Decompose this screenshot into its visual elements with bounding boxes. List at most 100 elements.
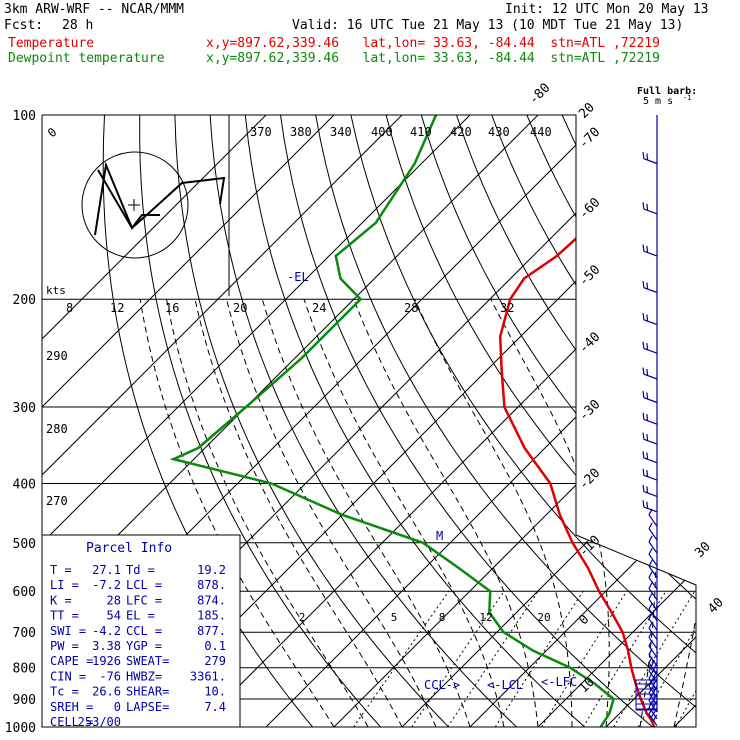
wind-barb <box>648 648 658 667</box>
hodograph-trace <box>97 169 226 230</box>
dry-adiabat <box>526 115 696 727</box>
dry-adiabat <box>315 115 696 727</box>
parcel-info-cell: 7.4 <box>204 700 226 714</box>
dewpoint-legend: Dewpoint temperature <box>8 51 165 66</box>
parcel-info-cell: 3.38 <box>92 639 121 653</box>
isotherm <box>42 115 403 727</box>
dry-adiabat <box>703 115 740 727</box>
parcel-info-cell: 877. <box>197 624 226 638</box>
parcel-info-cell: SWI = <box>50 624 86 638</box>
parcel-info-cell: LAPSE= <box>126 700 169 714</box>
moist-adiabat <box>585 298 657 727</box>
parcel-info-cell: 54 <box>107 609 121 623</box>
pressure-tick-label: 100 <box>13 109 36 124</box>
hodo-speed-label: 12 <box>110 301 124 315</box>
barb-legend: Full barb: 5 m s -1 <box>637 86 697 107</box>
m-marker: M <box>436 529 443 543</box>
parcel-info-cell: LI = <box>50 578 79 592</box>
dry-adiabat <box>420 115 696 727</box>
hodo-speed-label: 28 <box>404 301 418 315</box>
isotherm <box>42 115 335 727</box>
isotherm <box>42 115 471 727</box>
dewpoint-location: x,y=897.62,339.46 lat,lon= 33.63, -84.44… <box>206 51 660 66</box>
theta-e-label: 410 <box>410 125 432 139</box>
temperature-legend: Temperature <box>8 36 95 51</box>
hodo-speed-label: 32 <box>500 301 514 315</box>
hodo-speed-label: 20 <box>233 301 247 315</box>
dry-adiabat <box>667 115 696 727</box>
temperature-location: x,y=897.62,339.46 lat,lon= 33.63, -84.44… <box>206 36 660 51</box>
pressure-tick-label: 300 <box>13 401 36 416</box>
moist-adiabat <box>139 299 335 727</box>
wind-barb <box>648 602 658 621</box>
wind-barb <box>648 559 658 578</box>
pressure-tick-label: 700 <box>13 626 36 641</box>
parcel-info-cell: T = <box>50 563 72 577</box>
valid-time: Valid: 16 UTC Tue 21 May 13 (10 MDT Tue … <box>292 18 684 33</box>
wind-barb <box>642 451 658 464</box>
wind-barb <box>642 412 658 425</box>
pressure-tick-label: 500 <box>13 537 36 552</box>
isotherm <box>469 115 696 727</box>
mixing-ratio-label: 2 <box>299 611 306 624</box>
barb-legend-unit-exp: -1 <box>683 94 691 102</box>
hodograph-ring <box>81 151 189 259</box>
isotherm-label: 40 <box>705 595 727 617</box>
theta-label: 280 <box>46 422 68 436</box>
wind-barb <box>642 280 658 294</box>
lcl-marker: <-LCL <box>487 678 523 692</box>
isotherm <box>605 115 696 727</box>
wind-barb <box>642 468 658 481</box>
forecast-label: Fcst: <box>4 18 44 33</box>
mixing-ratio-label: 20 <box>537 611 550 624</box>
ccl-marker: CCL-> <box>424 678 460 692</box>
isotherm-label: -60 <box>576 195 603 222</box>
parcel-info-cell: CCL = <box>126 624 162 638</box>
theta-e-label: 440 <box>530 125 552 139</box>
wind-barb <box>648 612 658 631</box>
parcel-info-cell: CELL = <box>50 715 93 729</box>
wind-barb <box>642 202 658 215</box>
isotherm <box>333 115 696 727</box>
wind-barb <box>642 500 658 513</box>
parcel-info-cell: 3361. <box>190 669 226 683</box>
dry-adiabat <box>491 115 696 727</box>
isotherm-label: 0 <box>576 612 592 628</box>
parcel-info-cell: 26.6 <box>92 685 121 699</box>
parcel-info-cell: CIN = <box>50 669 86 683</box>
isotherm-label: 30 <box>692 539 714 561</box>
moist-adiabat <box>226 299 437 727</box>
parcel-info-cell: 28 <box>107 593 121 607</box>
wind-barb <box>648 639 658 658</box>
mixing-ratio-line <box>447 590 539 727</box>
moist-adiabat <box>303 299 505 727</box>
wind-barb <box>642 484 658 497</box>
isotherm-label: 20 <box>576 100 598 122</box>
init-time: Init: 12 UTC Mon 20 May 13 <box>505 2 709 17</box>
theta-e-label: 400 <box>371 125 393 139</box>
isotherm <box>265 115 696 727</box>
parcel-info-cell: CAPE = <box>50 654 93 668</box>
barb-legend-line2: 5 m s <box>643 96 673 107</box>
parcel-info-cell: 279 <box>204 654 226 668</box>
dewpoint-curve <box>169 115 616 727</box>
parcel-info-cell: LCL = <box>126 578 162 592</box>
wind-barb <box>648 535 658 554</box>
dry-adiabat <box>385 115 696 727</box>
barb-legend-line1: Full barb: <box>637 86 697 97</box>
parcel-info-box <box>41 534 241 728</box>
lfc-marker: <-LFC <box>541 675 577 689</box>
parcel-info-cell: 878. <box>197 578 226 592</box>
parcel-info-cell: 0 <box>114 700 121 714</box>
mixing-ratio-line <box>613 590 696 727</box>
wind-barb <box>648 592 658 611</box>
pressure-tick-label: 800 <box>13 662 36 677</box>
pressure-tick-label: 200 <box>13 293 36 308</box>
mixing-ratio-line <box>494 590 584 727</box>
model-title: 3km ARW-WRF -- NCAR/MMM <box>4 2 185 17</box>
parcel-info-cell: LFC = <box>126 593 162 607</box>
wind-barb <box>648 571 658 590</box>
hodo-speed-label: 8 <box>66 301 73 315</box>
pressure-tick-label: 400 <box>13 477 36 492</box>
moist-adiabat <box>194 299 403 727</box>
